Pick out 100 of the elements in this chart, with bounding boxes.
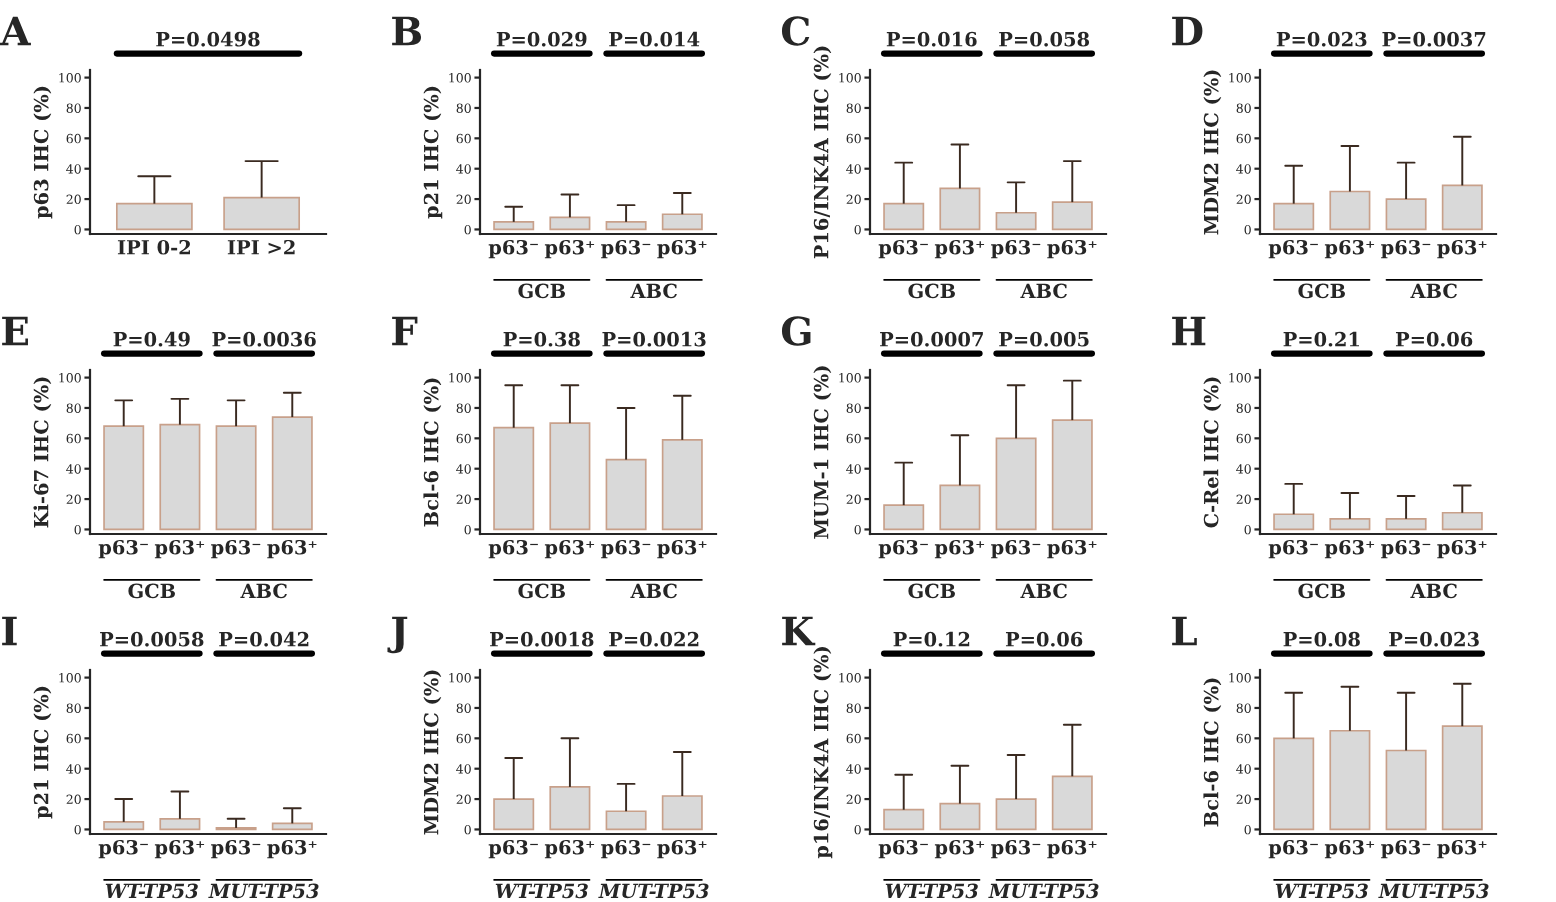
bar [493,798,535,831]
x-tick-label: p63⁺ [934,239,985,259]
x-tick-label: p63⁺ [1437,239,1487,259]
chart-title: L [1172,616,1197,646]
x-tick-label: p63⁺ [1047,239,1097,259]
y-axis-title: p21 IHC (%) [33,686,53,819]
x-tick-label: p63⁻ [488,239,538,259]
chart-title: K [782,616,816,646]
text: ABC [1020,583,1067,599]
x-tick-label: p63⁻ [1381,539,1431,559]
text: ABC [1020,283,1067,299]
x-tick-label: p63⁺ [1047,839,1097,859]
chart-title: G [781,316,811,346]
text: ABC [1410,583,1457,599]
bar [1051,419,1093,531]
bar [605,458,647,531]
bar [1273,202,1315,231]
x-tick-label: p63⁻ [488,839,538,859]
text: P=0.0018 [490,631,594,647]
bar [939,802,981,831]
x-tick-label: p63⁻ [601,239,651,259]
y-axis-title: Bcl-6 IHC (%) [423,378,442,527]
x-tick-label: p63⁻ [211,839,261,859]
text: P=0.0498 [156,31,260,47]
text: GCB [128,583,175,599]
y-axis-title: P16/INK4A IHC (%) [813,46,832,259]
chart-title: I [2,616,17,646]
chart-title: E [2,316,28,346]
x-tick-label: p63⁻ [98,539,148,559]
x-tick-label: p63⁻ [878,539,928,559]
y-axis-title: Bcl-6 IHC (%) [1203,678,1222,827]
text: P=0.38 [503,331,580,347]
x-tick-label: p63⁺ [544,839,595,859]
text: P=0.042 [219,631,309,647]
x-tick-label: p63⁺ [267,539,317,559]
x-tick-label: p63⁺ [1324,539,1375,559]
x-tick-label: p63⁻ [601,839,651,859]
bar [995,437,1037,531]
text: P=0.06 [1005,631,1083,647]
text: P=0.06 [1395,331,1473,347]
x-tick-label: IPI >2 [227,239,295,255]
x-tick-label: p63⁺ [1324,239,1375,259]
bar [1385,749,1427,831]
y-axis-title: MDM2 IHC (%) [1203,70,1222,235]
y-axis-title: p21 IHC (%) [423,86,443,219]
x-tick-label: p63⁺ [1437,539,1487,559]
x-tick-label: p63⁻ [211,539,261,559]
bar [1329,729,1371,831]
x-tick-label: p63⁺ [1324,839,1375,859]
x-tick-label: p63⁺ [657,239,707,259]
text: P=0.0013 [602,331,706,347]
x-tick-label: p63⁻ [991,539,1041,559]
x-tick-label: p63⁺ [1047,539,1097,559]
text: MUT-TP53 [1378,883,1489,899]
chart-title: B [392,16,422,46]
y-axis-title: C-Rel IHC (%) [1203,377,1222,528]
bar [661,439,703,531]
x-tick-label: p63⁺ [657,539,707,559]
text: WT-TP53 [1275,883,1368,899]
x-tick-label: p63⁻ [991,239,1041,259]
x-tick-label: p63⁺ [544,539,595,559]
bar [1441,184,1483,231]
text: GCB [518,583,565,599]
text: P=0.023 [1389,631,1479,647]
x-tick-label: p63⁻ [1268,539,1318,559]
x-tick-label: p63⁻ [98,839,148,859]
bar [1329,190,1371,231]
bar [549,786,591,831]
chart-title: D [1172,16,1203,46]
text: P=0.0007 [880,331,983,347]
y-axis-title: p63 IHC (%) [33,86,53,219]
x-tick-label: p63⁺ [657,839,707,859]
text: WT-TP53 [105,883,198,899]
x-tick-label: p63⁺ [1437,839,1487,859]
text: P=0.08 [1283,631,1360,647]
x-tick-label: p63⁻ [601,539,651,559]
bar [605,810,647,831]
text: ABC [240,583,287,599]
bar [1273,737,1315,831]
bar [995,211,1037,231]
bar [1385,198,1427,231]
text: MUT-TP53 [598,883,709,899]
text: P=0.0037 [1382,31,1486,47]
text: P=0.022 [609,631,699,647]
text: GCB [1298,583,1345,599]
text: P=0.21 [1283,331,1360,347]
x-tick-label: p63⁻ [878,839,928,859]
x-tick-label: p63⁺ [267,839,317,859]
text: P=0.029 [496,31,587,47]
bar [995,798,1037,831]
x-tick-label: p63⁻ [991,839,1041,859]
x-tick-label: p63⁻ [1268,239,1318,259]
text: P=0.014 [609,31,700,47]
text: P=0.0036 [212,331,316,347]
bar [1051,201,1093,231]
bar [493,426,535,531]
x-tick-label: p63⁻ [1381,239,1431,259]
chart-title: C [781,16,810,46]
text: P=0.016 [886,31,977,47]
text: P=0.023 [1276,31,1367,47]
